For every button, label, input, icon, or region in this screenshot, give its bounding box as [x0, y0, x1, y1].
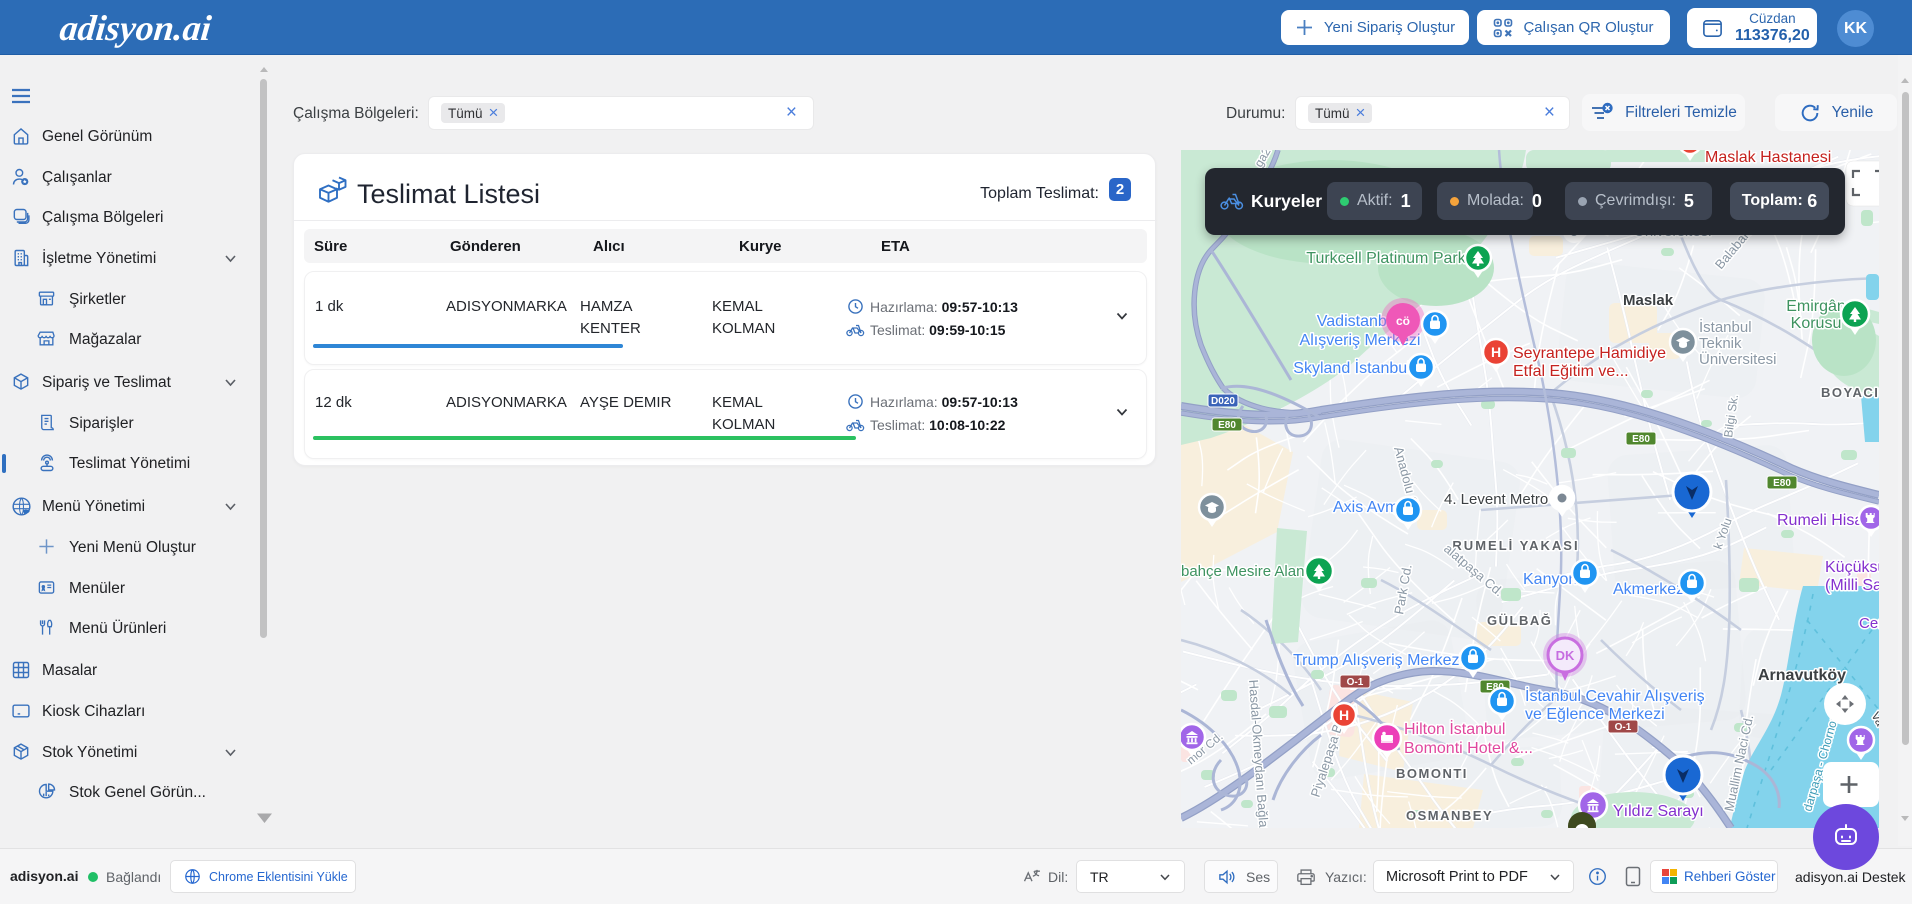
svg-text:Üniversitesi: Üniversitesi [1699, 350, 1777, 368]
svg-text:bahçe Mesire Alanı: bahçe Mesire Alanı [1181, 563, 1309, 580]
svg-text:Maslak: Maslak [1623, 292, 1674, 309]
svg-text:Teknik: Teknik [1699, 335, 1742, 352]
svg-text:RUMELİ YAKASI: RUMELİ YAKASI [1452, 538, 1579, 553]
svg-text:OSMANBEY: OSMANBEY [1406, 808, 1493, 823]
svg-text:Bomonti Hotel &...: Bomonti Hotel &... [1404, 740, 1533, 757]
svg-text:BOMONTI: BOMONTI [1396, 766, 1468, 781]
svg-text:Cer: Cer [1859, 615, 1879, 632]
svg-text:GÜLBAĞ: GÜLBAĞ [1487, 613, 1552, 628]
svg-text:Hilton İstanbul: Hilton İstanbul [1404, 719, 1505, 738]
svg-text:Rumeli Hisarı: Rumeli Hisarı [1777, 512, 1873, 529]
svg-text:BOYACIK: BOYACIK [1821, 385, 1879, 400]
svg-text:Akmerkez: Akmerkez [1613, 581, 1684, 598]
svg-text:O-1: O-1 [1347, 677, 1364, 688]
svg-text:İstanbul: İstanbul [1699, 318, 1752, 336]
svg-text:H: H [1491, 344, 1501, 360]
svg-text:H: H [1685, 150, 1695, 151]
svg-text:Etfal Eğitim ve...: Etfal Eğitim ve... [1513, 363, 1629, 380]
svg-text:Alışveriş Merkezi: Alışveriş Merkezi [1300, 332, 1421, 349]
svg-text:ve Eğlence Merkezi: ve Eğlence Merkezi [1525, 706, 1665, 723]
svg-text:Maslak Hastanesi: Maslak Hastanesi [1705, 150, 1831, 166]
svg-text:O-1: O-1 [1615, 722, 1632, 733]
svg-text:4. Levent Metro: 4. Levent Metro [1444, 491, 1548, 508]
svg-text:DK: DK [1556, 648, 1575, 663]
svg-text:Emirgân: Emirgân [1786, 298, 1846, 315]
svg-text:E80: E80 [1773, 478, 1791, 489]
svg-text:Arnavutköy: Arnavutköy [1758, 667, 1846, 684]
svg-text:Trump Alışveriş Merkezi: Trump Alışveriş Merkezi [1293, 652, 1463, 669]
svg-text:E80: E80 [1486, 682, 1504, 693]
svg-text:Skyland İstanbul: Skyland İstanbul [1293, 358, 1410, 377]
svg-text:Axis Avm: Axis Avm [1333, 499, 1399, 516]
svg-text:İstanbul Cevahir Alışveriş: İstanbul Cevahir Alışveriş [1525, 686, 1705, 705]
svg-text:Vadistanbul: Vadistanbul [1317, 313, 1399, 330]
svg-text:Yıldız Sarayı: Yıldız Sarayı [1613, 803, 1704, 820]
svg-text:H: H [1339, 707, 1349, 723]
svg-text:D020: D020 [1211, 396, 1235, 407]
svg-text:(Milli Sar: (Milli Sar [1825, 577, 1879, 594]
svg-text:cö: cö [1396, 314, 1410, 328]
svg-text:Korusu: Korusu [1791, 315, 1842, 332]
svg-text:Küçüksu: Küçüksu [1825, 559, 1879, 576]
svg-text:Kanyon: Kanyon [1523, 571, 1577, 588]
svg-text:E80: E80 [1218, 420, 1236, 431]
svg-text:Turkcell Platinum Park: Turkcell Platinum Park [1306, 250, 1466, 267]
svg-text:Seyrantepe Hamidiye: Seyrantepe Hamidiye [1513, 345, 1666, 362]
svg-text:E80: E80 [1632, 434, 1650, 445]
